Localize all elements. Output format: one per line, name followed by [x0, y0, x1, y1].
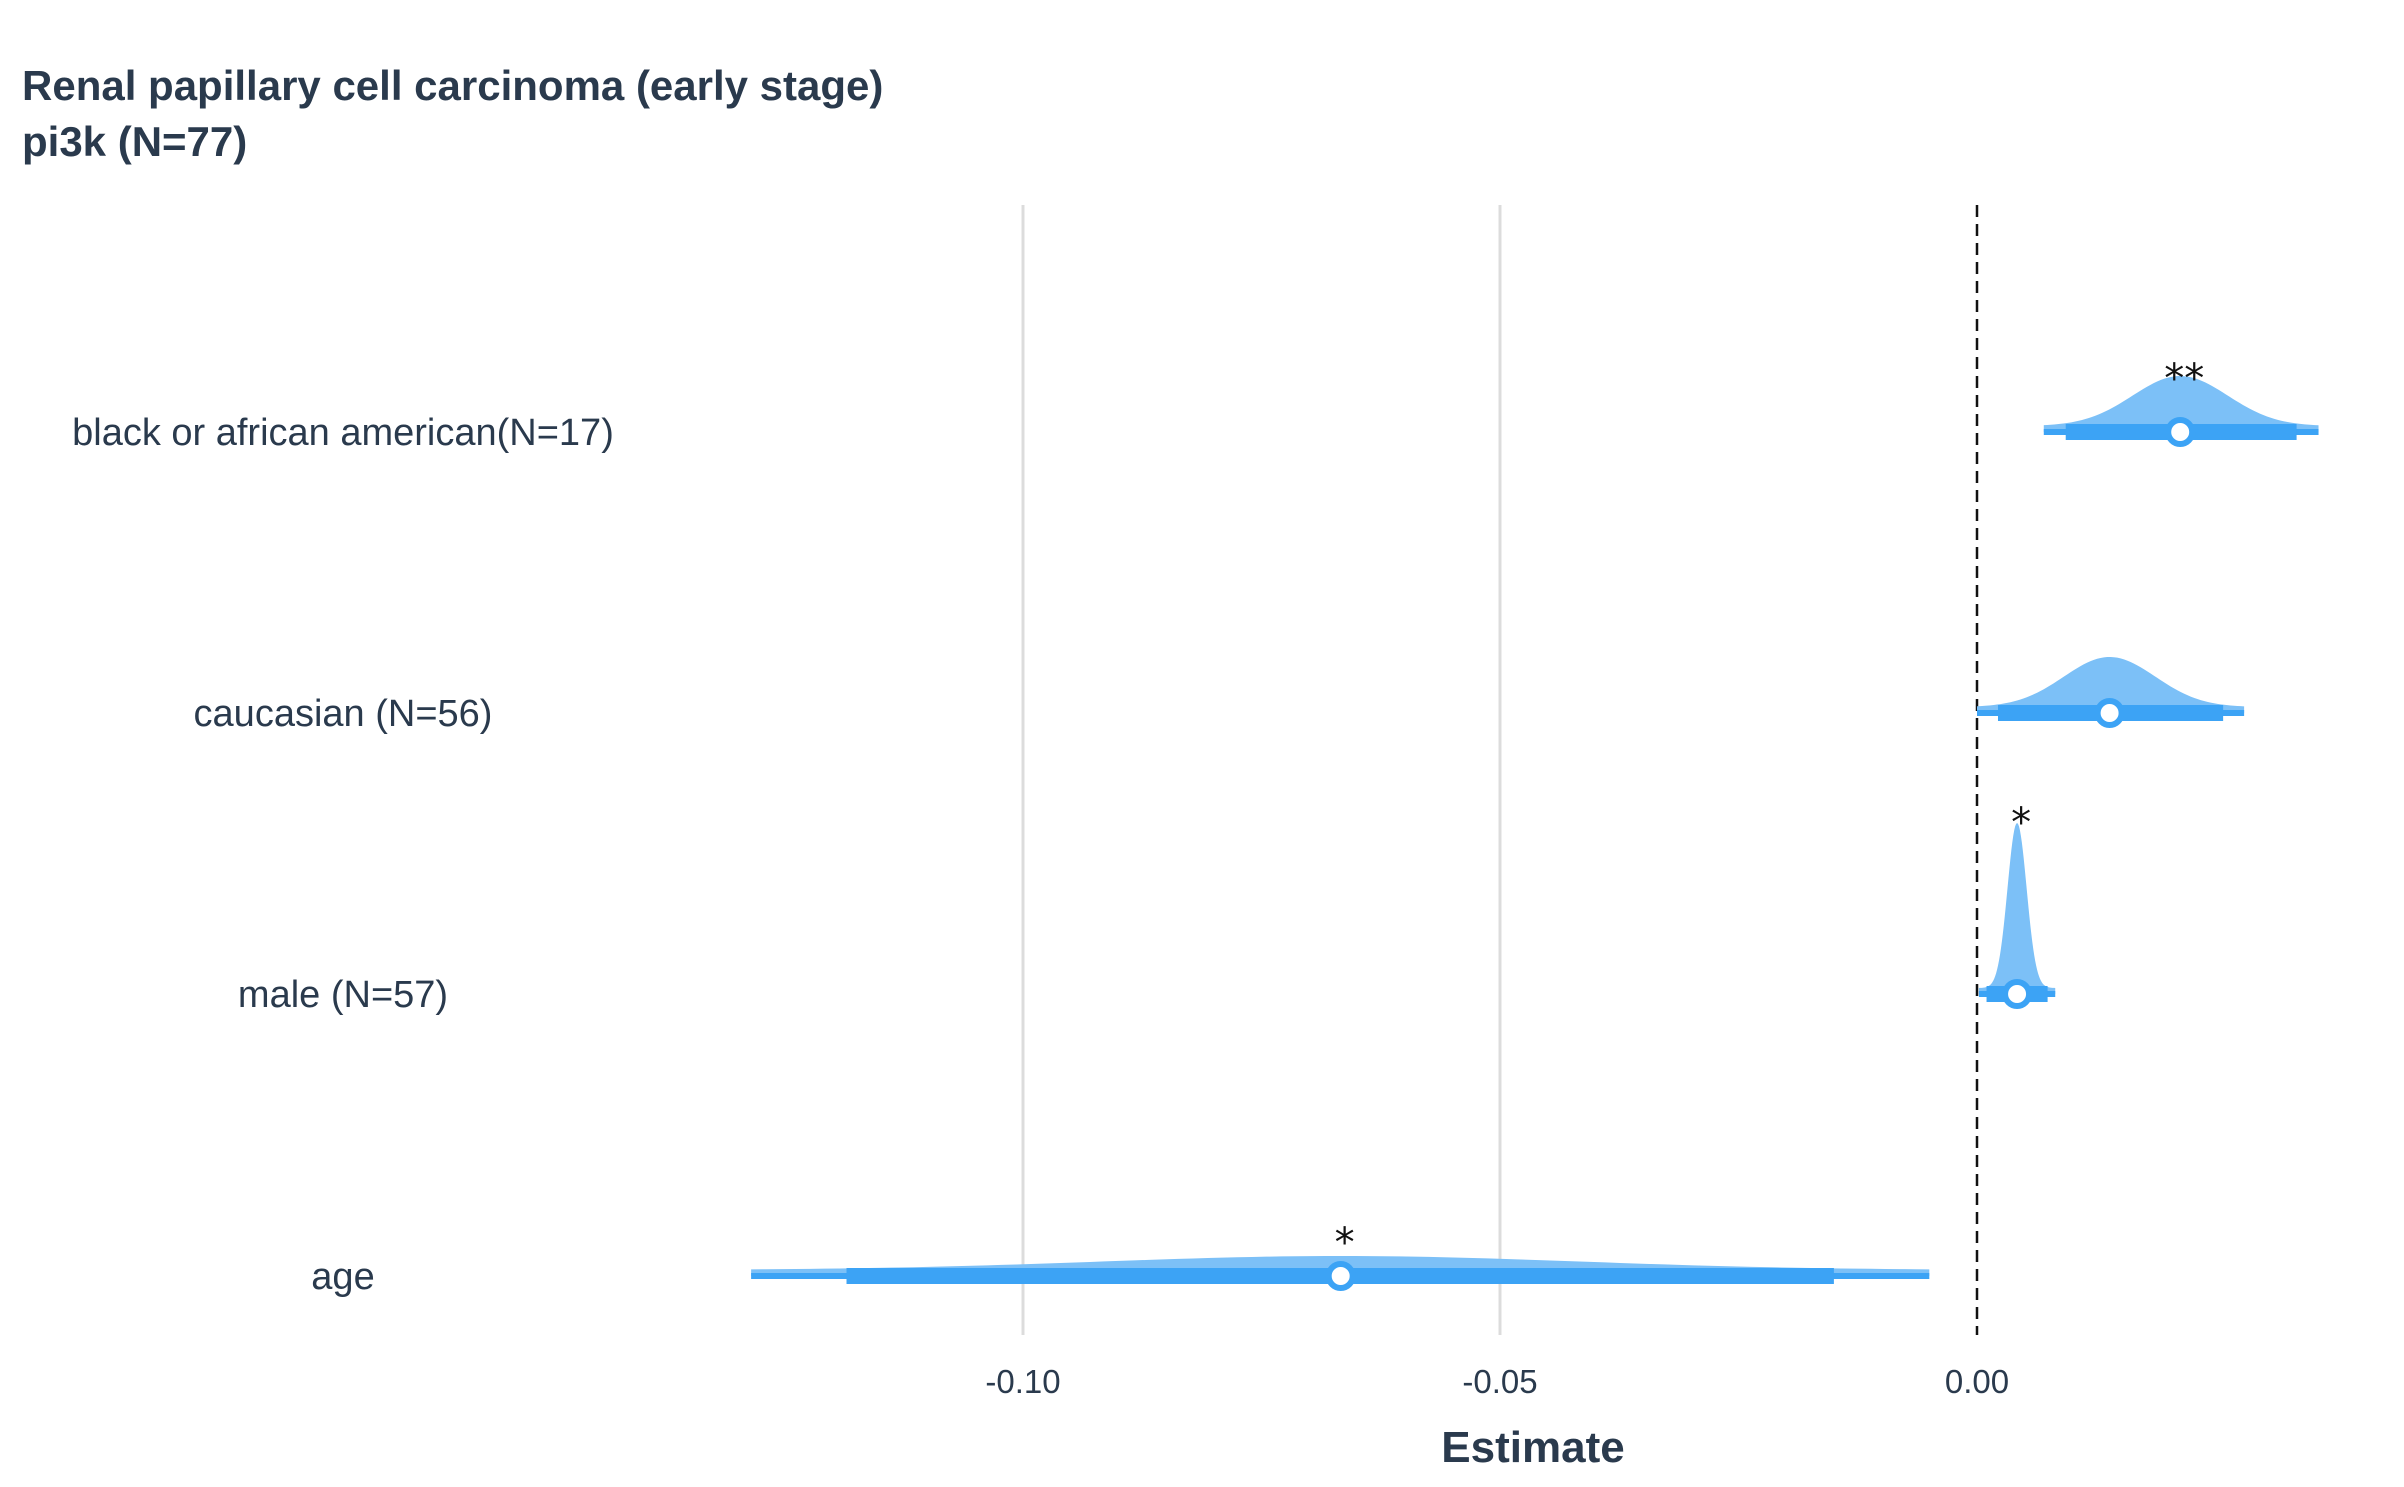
point-estimate	[2165, 417, 2196, 447]
point-estimate	[2094, 698, 2125, 728]
point-estimate	[1325, 1261, 1356, 1291]
density-violin	[1978, 823, 2056, 994]
row-label: caucasian (N=56)	[194, 693, 493, 735]
rows-layer: black or african american(N=17)**caucasi…	[72, 356, 2319, 1298]
x-tick-label: 0.00	[1945, 1363, 2009, 1400]
row-label: male (N=57)	[238, 974, 448, 1016]
estimate-row: black or african american(N=17) **	[72, 356, 2319, 454]
estimate-row: male (N=57) *	[238, 800, 2056, 1016]
x-axis-ticks: -0.10 -0.05 0.00	[985, 1363, 2009, 1400]
chart-title-line-2: pi3k (N=77)	[22, 118, 247, 165]
significance-marker: **	[2164, 356, 2204, 402]
chart-title-line-1: Renal papillary cell carcinoma (early st…	[22, 62, 883, 109]
row-label: age	[311, 1256, 374, 1298]
x-tick-label: -0.10	[985, 1363, 1060, 1400]
point-estimate	[2002, 979, 2033, 1009]
significance-marker: *	[2011, 800, 2031, 846]
significance-marker: *	[1335, 1220, 1355, 1266]
estimate-row: age *	[311, 1220, 1930, 1298]
estimate-row: caucasian (N=56)	[194, 657, 2245, 735]
x-axis-title: Estimate	[1441, 1423, 1624, 1472]
row-label: black or african american(N=17)	[72, 412, 614, 454]
density-violin	[1977, 657, 2245, 713]
density-violin	[2043, 376, 2319, 432]
grid-layer	[1021, 205, 1979, 1335]
x-tick-label: -0.05	[1462, 1363, 1537, 1400]
